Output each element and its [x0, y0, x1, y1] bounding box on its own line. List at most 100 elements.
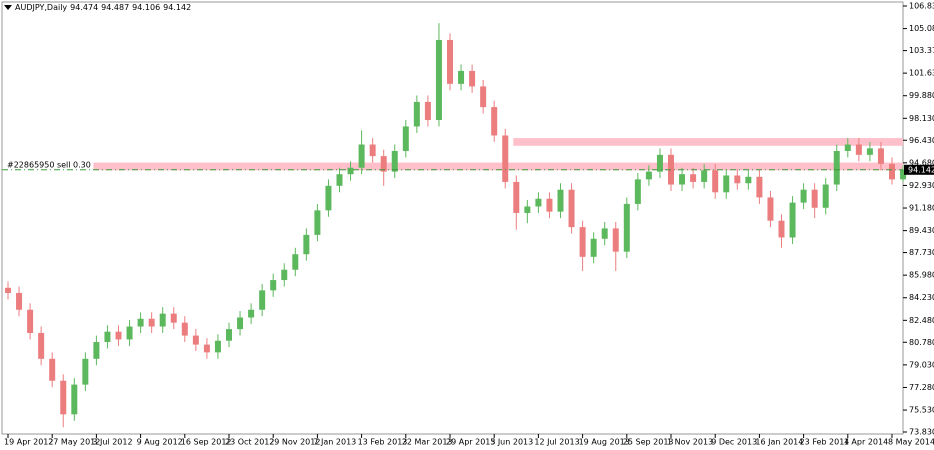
y-tick-label: 99.880	[909, 91, 934, 100]
y-tick-label: 85.980	[909, 271, 934, 280]
candle-body	[745, 176, 752, 184]
candle-body	[126, 326, 133, 340]
candle-body	[623, 203, 630, 252]
last-price-box	[904, 164, 934, 175]
candle-body	[391, 150, 398, 172]
y-tick-label: 80.780	[909, 338, 934, 347]
candle-body	[679, 174, 686, 185]
x-tick-label: 22 Mar 2013	[402, 438, 453, 447]
x-tick-label: 16 Jan 2014	[755, 438, 803, 447]
zone	[513, 138, 903, 146]
candle-body	[413, 101, 420, 127]
candle-body	[170, 313, 177, 323]
candle-body	[712, 170, 719, 193]
candle-body	[248, 309, 255, 318]
high: 94.487	[101, 3, 130, 12]
candle-body	[601, 228, 608, 239]
close: 94.142	[163, 3, 192, 12]
x-tick-label: 3 Jul 2012	[92, 438, 132, 447]
y-tick-label: 77.280	[909, 383, 934, 392]
x-tick-label: 16 Sep 2012	[181, 438, 232, 447]
symbol: AUDJPY,Daily	[15, 3, 68, 12]
candle-body	[612, 228, 619, 252]
y-tick-label: 82.480	[909, 316, 934, 325]
x-tick-label: 29 Nov 2012	[269, 438, 320, 447]
candle-body	[734, 175, 741, 184]
candle-body	[502, 135, 509, 182]
candle-body	[60, 380, 67, 415]
y-tick-label: 105.080	[909, 24, 934, 33]
candle-body	[336, 174, 343, 186]
y-tick-label: 101.630	[909, 69, 934, 78]
x-tick-label: 27 May 2012	[48, 438, 100, 447]
x-tick-label: 7 Jan 2013	[313, 438, 356, 447]
candle-body	[723, 175, 730, 193]
y-tick-label: 103.375	[909, 46, 934, 55]
candle-body	[469, 70, 476, 87]
candle-body	[557, 189, 564, 212]
y-tick-label: 73.830	[909, 428, 934, 437]
y-tick-label: 75.530	[909, 406, 934, 415]
candle-body	[513, 181, 520, 213]
y-tick-label: 89.430	[909, 226, 934, 235]
candle-body	[690, 174, 697, 182]
candle-body	[27, 309, 34, 333]
x-tick-label: 1 Nov 2013	[667, 438, 713, 447]
y-tick-label: 96.430	[909, 136, 934, 145]
candle-body	[491, 107, 498, 136]
candle-body	[159, 313, 166, 327]
candle-body	[701, 170, 708, 182]
candle-body	[203, 344, 210, 353]
candle-body	[104, 331, 111, 343]
y-tick-label: 106.830	[909, 2, 934, 11]
candle-body	[900, 169, 907, 180]
candle-body	[447, 39, 453, 84]
candle-body	[756, 176, 763, 198]
candle-body	[855, 144, 862, 155]
x-tick-label: 8 May 2014	[888, 438, 934, 447]
candle-body	[38, 332, 45, 359]
candle-body	[137, 318, 144, 327]
candle-body	[833, 150, 840, 185]
last-price-label: 94.142	[908, 165, 934, 174]
candle-body	[811, 189, 818, 208]
candle-body	[889, 163, 895, 180]
candle-body	[568, 189, 575, 228]
candle-body	[314, 210, 321, 235]
x-tick-label: 12 Jul 2013	[534, 438, 579, 447]
candle-body	[535, 198, 542, 207]
y-tick-label: 92.930	[909, 181, 934, 190]
candle-body	[325, 185, 332, 211]
candle-body	[281, 269, 288, 281]
candle-body	[237, 317, 244, 330]
candle-body	[115, 331, 122, 340]
candle-body	[634, 179, 641, 204]
y-tick-label: 94.680	[909, 158, 934, 167]
x-tick-label: 9 Aug 2012	[137, 438, 183, 447]
order-label: #22865950 sell 0.30	[7, 160, 91, 169]
candle-body	[214, 340, 221, 353]
x-tick-label: 23 Feb 2014	[800, 438, 850, 447]
menu-triangle[interactable]	[4, 5, 12, 10]
candle-body	[877, 148, 884, 164]
candle-body	[866, 148, 873, 155]
candle-body	[822, 184, 829, 208]
candle-body	[226, 329, 232, 341]
x-tick-label: 23 Oct 2012	[225, 438, 274, 447]
x-tick-label: 1 Apr 2014	[844, 438, 888, 447]
candle-body	[369, 144, 376, 157]
x-tick-label: 29 Apr 2013	[446, 438, 495, 447]
candle-body	[358, 144, 365, 168]
low: 94.106	[132, 3, 161, 12]
candle-body	[844, 144, 851, 151]
candle-body	[524, 206, 531, 213]
x-tick-label: 13 Feb 2013	[358, 438, 408, 447]
candle-body	[767, 197, 774, 221]
candle-body	[93, 342, 100, 359]
candle-body	[347, 167, 354, 175]
zone	[93, 162, 903, 171]
candle-body	[402, 126, 409, 151]
y-tick-label: 79.030	[909, 360, 934, 369]
